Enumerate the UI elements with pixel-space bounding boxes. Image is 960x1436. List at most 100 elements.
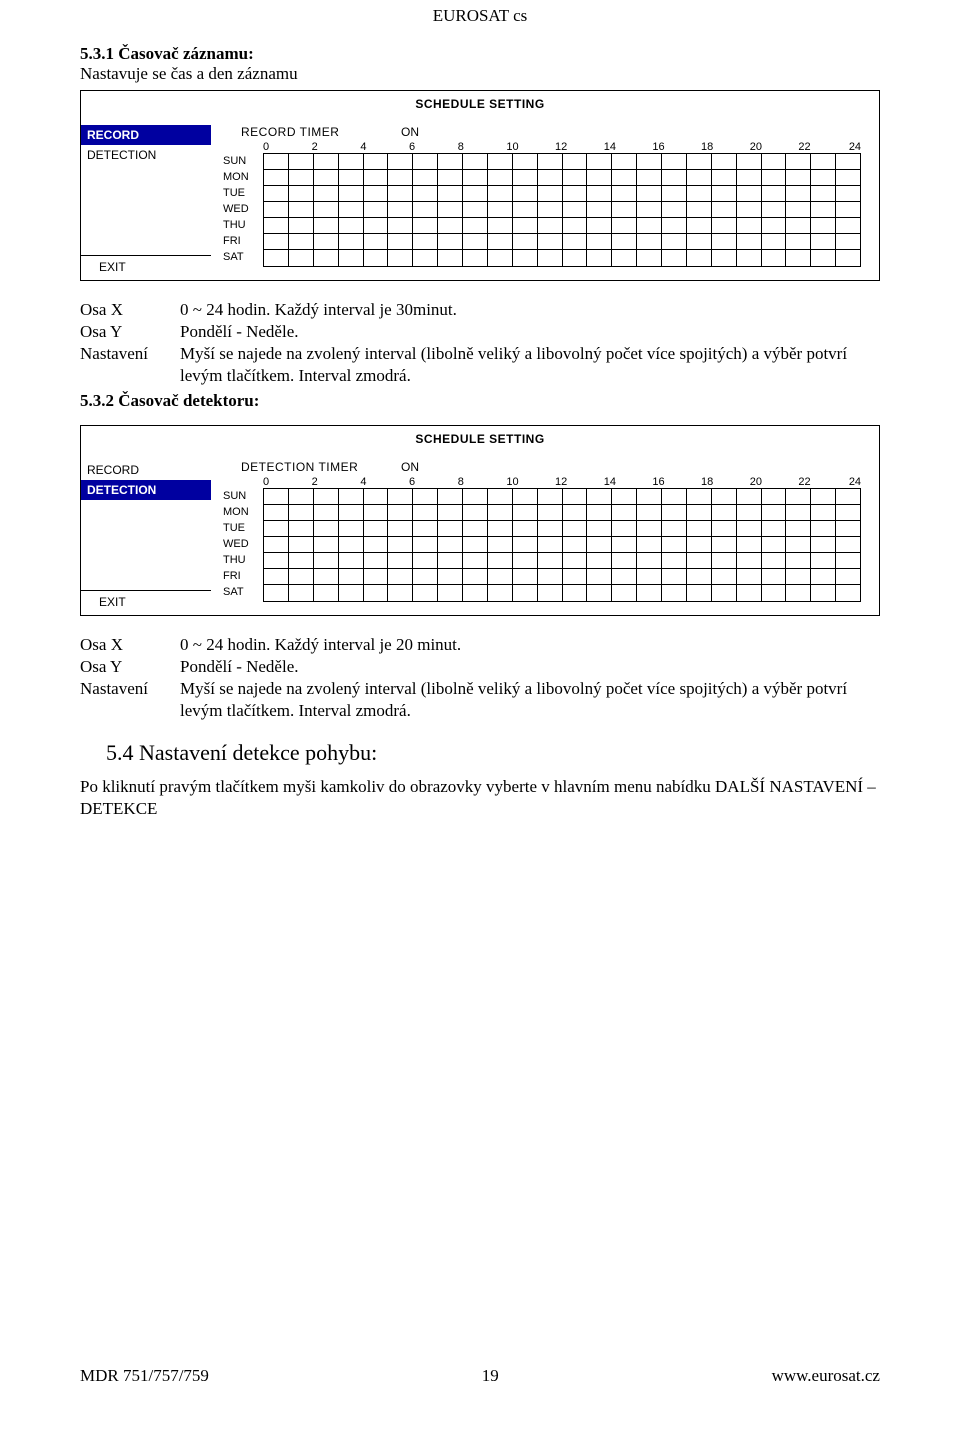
- grid-cell[interactable]: [811, 521, 836, 536]
- grid-cell[interactable]: [513, 521, 538, 536]
- grid-cell[interactable]: [463, 218, 488, 233]
- grid-cell[interactable]: [264, 186, 289, 201]
- grid-cell[interactable]: [637, 186, 662, 201]
- grid-cell[interactable]: [662, 585, 687, 601]
- grid-cell[interactable]: [488, 250, 513, 266]
- grid-cell[interactable]: [687, 218, 712, 233]
- grid-cell[interactable]: [786, 186, 811, 201]
- grid-cell[interactable]: [538, 202, 563, 217]
- grid-cell[interactable]: [637, 505, 662, 520]
- grid-cell[interactable]: [488, 170, 513, 185]
- grid-cell[interactable]: [762, 585, 787, 601]
- grid-cell[interactable]: [488, 537, 513, 552]
- grid-cell[interactable]: [364, 186, 389, 201]
- grid-cell[interactable]: [712, 505, 737, 520]
- grid-cell[interactable]: [264, 585, 289, 601]
- grid-cell[interactable]: [314, 505, 339, 520]
- grid-cell[interactable]: [712, 489, 737, 504]
- grid-cell[interactable]: [413, 202, 438, 217]
- grid-cell[interactable]: [563, 585, 588, 601]
- grid-cell[interactable]: [364, 537, 389, 552]
- grid-cell[interactable]: [662, 202, 687, 217]
- grid-cell[interactable]: [712, 585, 737, 601]
- grid-cell[interactable]: [438, 218, 463, 233]
- grid-cell[interactable]: [563, 170, 588, 185]
- grid-cell[interactable]: [463, 585, 488, 601]
- grid-cell[interactable]: [463, 553, 488, 568]
- grid-cell[interactable]: [762, 154, 787, 169]
- grid-cell[interactable]: [811, 505, 836, 520]
- grid-cell[interactable]: [513, 553, 538, 568]
- grid-cell[interactable]: [264, 234, 289, 249]
- grid-cell[interactable]: [538, 537, 563, 552]
- grid-cell[interactable]: [488, 521, 513, 536]
- grid-cell[interactable]: [786, 154, 811, 169]
- grid-cell[interactable]: [637, 585, 662, 601]
- grid-cell[interactable]: [339, 154, 364, 169]
- grid-cell[interactable]: [836, 202, 860, 217]
- grid-cell[interactable]: [413, 250, 438, 266]
- grid-cell[interactable]: [786, 537, 811, 552]
- grid-cell[interactable]: [737, 569, 762, 584]
- grid-cell[interactable]: [737, 154, 762, 169]
- grid-cell[interactable]: [289, 186, 314, 201]
- grid-cell[interactable]: [587, 569, 612, 584]
- grid-cell[interactable]: [264, 218, 289, 233]
- grid-cell[interactable]: [339, 218, 364, 233]
- grid-cell[interactable]: [762, 537, 787, 552]
- grid-cell[interactable]: [563, 202, 588, 217]
- grid-cell[interactable]: [612, 250, 637, 266]
- grid-cell[interactable]: [413, 489, 438, 504]
- grid-cell[interactable]: [762, 186, 787, 201]
- grid-cell[interactable]: [438, 505, 463, 520]
- grid-cell[interactable]: [513, 218, 538, 233]
- grid-cell[interactable]: [339, 170, 364, 185]
- grid-cell[interactable]: [413, 585, 438, 601]
- grid-cell[interactable]: [737, 505, 762, 520]
- grid-cell[interactable]: [513, 489, 538, 504]
- grid-cell[interactable]: [811, 569, 836, 584]
- grid-cell[interactable]: [314, 170, 339, 185]
- grid-cell[interactable]: [463, 569, 488, 584]
- grid-cell[interactable]: [388, 234, 413, 249]
- grid-cell[interactable]: [463, 521, 488, 536]
- grid-cell[interactable]: [264, 170, 289, 185]
- menu-item-exit[interactable]: EXIT: [81, 256, 211, 280]
- grid-cell[interactable]: [413, 553, 438, 568]
- grid-cell[interactable]: [339, 202, 364, 217]
- grid-cell[interactable]: [762, 170, 787, 185]
- grid-cell[interactable]: [786, 585, 811, 601]
- grid-cell[interactable]: [712, 234, 737, 249]
- grid-cell[interactable]: [388, 202, 413, 217]
- grid-cell[interactable]: [388, 585, 413, 601]
- grid-cell[interactable]: [463, 250, 488, 266]
- grid-cell[interactable]: [538, 585, 563, 601]
- grid-cell[interactable]: [612, 569, 637, 584]
- grid-cell[interactable]: [612, 537, 637, 552]
- grid-cell[interactable]: [712, 250, 737, 266]
- grid-cell[interactable]: [712, 521, 737, 536]
- grid-cell[interactable]: [662, 186, 687, 201]
- grid-cell[interactable]: [364, 569, 389, 584]
- grid-cell[interactable]: [836, 585, 860, 601]
- grid-cell[interactable]: [587, 521, 612, 536]
- grid-cell[interactable]: [438, 521, 463, 536]
- grid-cell[interactable]: [264, 569, 289, 584]
- grid-cell[interactable]: [413, 186, 438, 201]
- grid-cell[interactable]: [364, 202, 389, 217]
- grid-cell[interactable]: [314, 569, 339, 584]
- grid-cell[interactable]: [587, 186, 612, 201]
- grid-cell[interactable]: [438, 489, 463, 504]
- grid-cell[interactable]: [737, 250, 762, 266]
- grid-cell[interactable]: [364, 218, 389, 233]
- grid-cell[interactable]: [762, 505, 787, 520]
- grid-cell[interactable]: [438, 202, 463, 217]
- grid-cell[interactable]: [438, 553, 463, 568]
- grid-cell[interactable]: [587, 218, 612, 233]
- grid-cell[interactable]: [762, 250, 787, 266]
- grid-cell[interactable]: [488, 186, 513, 201]
- grid-cell[interactable]: [364, 505, 389, 520]
- grid-cell[interactable]: [687, 585, 712, 601]
- grid-cell[interactable]: [662, 154, 687, 169]
- grid-cell[interactable]: [364, 521, 389, 536]
